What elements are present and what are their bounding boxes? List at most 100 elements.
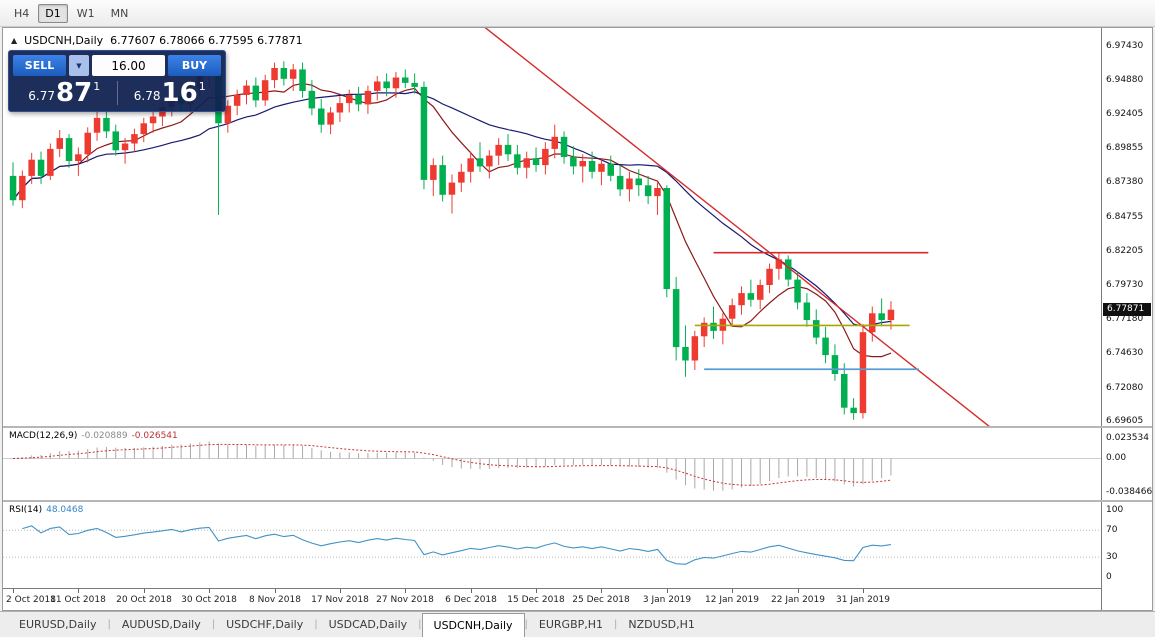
axis-label: 6.92405 [1106, 108, 1144, 119]
date-tick [732, 589, 733, 593]
date-tick [405, 589, 406, 593]
price-divider [116, 81, 118, 105]
tab-eurgbp-h1[interactable]: EURGBP,H1 [538, 618, 604, 631]
sell-price[interactable]: 6.77 87 1 [13, 79, 116, 107]
tab-separator: | [418, 619, 422, 630]
tab-separator: | [314, 619, 318, 630]
date-label: 11 Oct 2018 [50, 595, 106, 605]
axis-label: 6.97430 [1106, 41, 1144, 52]
axis-label: 0 [1106, 572, 1112, 583]
date-label: 31 Jan 2019 [836, 595, 890, 605]
macd-signal-value: -0.026541 [131, 431, 178, 441]
rsi-name: RSI(14) [9, 505, 43, 515]
axis-label: 6.84755 [1106, 211, 1144, 222]
rsi-label: RSI(14) 48.0468 [9, 505, 83, 515]
volume-input[interactable]: 16.00 [92, 55, 165, 76]
date-label: 3 Jan 2019 [642, 595, 692, 605]
date-label: 8 Nov 2018 [249, 595, 301, 605]
date-tick [209, 589, 210, 593]
date-tick [536, 589, 537, 593]
trendline[interactable] [461, 28, 1003, 426]
price-axis[interactable]: 6.97430 6.94880 6.92405 6.89855 6.87380 6.847… [1101, 28, 1152, 610]
date-tick [667, 589, 668, 593]
buy-price[interactable]: 6.78 16 1 [119, 79, 222, 107]
macd-name: MACD(12,26,9) [9, 431, 78, 441]
timeframe-mn-button[interactable]: MN [110, 6, 129, 20]
axis-label: -0.038466 [1106, 486, 1153, 497]
macd-indicator-pane[interactable] [3, 428, 1101, 500]
price-chart[interactable] [3, 28, 1101, 426]
date-tick [471, 589, 472, 593]
chevron-down-icon: ▼ [76, 61, 82, 70]
timeframe-d1-button[interactable]: D1 [38, 3, 68, 23]
date-label: 30 Oct 2018 [181, 595, 237, 605]
axis-label: 6.82205 [1106, 246, 1144, 257]
date-label: 25 Dec 2018 [572, 595, 630, 605]
buy-button[interactable]: BUY [168, 55, 221, 76]
rsi-indicator-pane[interactable] [3, 502, 1101, 588]
tab-usdcnh-daily[interactable]: USDCNH,Daily [421, 613, 525, 637]
timeframe-w1-button[interactable]: W1 [76, 6, 95, 20]
pane-splitter[interactable] [3, 426, 1152, 428]
collapse-chart-icon[interactable]: ▲ [11, 36, 18, 45]
sell-button[interactable]: SELL [13, 55, 66, 76]
macd-label: MACD(12,26,9) -0.020889 -0.026541 [9, 431, 178, 441]
current-price-tag: 6.77871 [1103, 303, 1151, 316]
sell-price-sup: 1 [93, 80, 101, 93]
tab-usdchf-daily[interactable]: USDCHF,Daily [226, 618, 304, 631]
date-tick [13, 589, 14, 593]
timeframe-h4-button[interactable]: H4 [14, 6, 30, 20]
candles [9, 61, 895, 420]
time-axis[interactable]: 2 Oct 2018 11 Oct 2018 20 Oct 2018 30 Oct 2… [3, 588, 1101, 610]
date-tick [340, 589, 341, 593]
one-click-trading-panel: SELL ▼ 16.00 BUY 6.77 87 1 6.78 16 1 [8, 50, 226, 112]
axis-label: 0.00 [1106, 453, 1127, 464]
axis-label: 6.77180 [1106, 313, 1144, 324]
chart-symbol-period: USDCNH,Daily [24, 34, 104, 47]
buy-price-small: 6.78 [133, 89, 161, 103]
date-tick [798, 589, 799, 593]
date-label: 15 Dec 2018 [507, 595, 565, 605]
date-tick [78, 589, 79, 593]
axis-label: 6.69605 [1106, 416, 1144, 427]
macd-signal-line [12, 443, 892, 486]
axis-label: 100 [1106, 505, 1124, 516]
date-label: 20 Oct 2018 [116, 595, 172, 605]
macd-main-value: -0.020889 [81, 431, 128, 441]
chart-tabs-bar: EURUSD,Daily | AUDUSD,Daily | USDCHF,Dai… [0, 611, 1155, 637]
volume-dropdown-button[interactable]: ▼ [69, 55, 89, 76]
date-tick [144, 589, 145, 593]
tab-separator: | [211, 619, 216, 630]
buy-price-big: 16 [161, 78, 198, 108]
chart-ohlc-values: 6.77607 6.78066 6.77595 6.77871 [110, 34, 303, 47]
timeframe-toolbar: H4 D1 W1 MN [0, 0, 1155, 27]
axis-label: 6.74630 [1106, 348, 1144, 359]
date-tick [601, 589, 602, 593]
date-label: 6 Dec 2018 [445, 595, 497, 605]
chart-window: ▲ USDCNH,Daily 6.77607 6.78066 6.77595 6… [2, 27, 1153, 611]
tab-eurusd-daily[interactable]: EURUSD,Daily [19, 618, 97, 631]
date-label: 2 Oct 2018 [6, 595, 56, 605]
chart-title: ▲ USDCNH,Daily 6.77607 6.78066 6.77595 6… [11, 34, 303, 47]
axis-label: 6.72080 [1106, 382, 1144, 393]
axis-label: 6.89855 [1106, 143, 1144, 154]
tab-audusd-daily[interactable]: AUDUSD,Daily [121, 618, 201, 631]
tab-separator: | [614, 619, 618, 630]
tab-nzdusd-h1[interactable]: NZDUSD,H1 [628, 618, 695, 631]
tab-separator: | [524, 619, 528, 630]
date-tick [863, 589, 864, 593]
buy-price-sup: 1 [198, 80, 206, 93]
date-tick [275, 589, 276, 593]
tab-separator: | [107, 619, 111, 630]
ma-line-21 [12, 91, 892, 327]
sell-price-small: 6.77 [28, 89, 56, 103]
pane-splitter[interactable] [3, 500, 1152, 502]
axis-label: 6.87380 [1106, 176, 1144, 187]
date-label: 12 Jan 2019 [705, 595, 759, 605]
axis-label: 6.79730 [1106, 279, 1144, 290]
date-label: 22 Jan 2019 [771, 595, 825, 605]
tab-usdcad-daily[interactable]: USDCAD,Daily [328, 618, 408, 631]
date-label: 17 Nov 2018 [311, 595, 369, 605]
rsi-value: 48.0468 [46, 505, 84, 515]
axis-label: 70 [1106, 525, 1118, 536]
